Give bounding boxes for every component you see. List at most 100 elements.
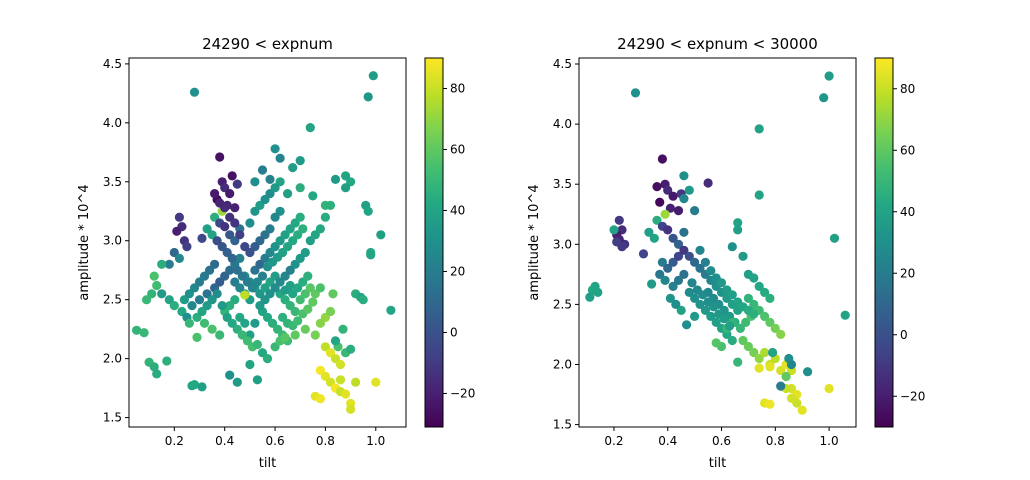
data-point [776,365,786,376]
chart-title: 24290 < expnum [202,35,333,53]
data-point [225,189,235,199]
colorbar [875,58,893,427]
data-point [695,299,705,309]
data-point [649,233,659,243]
y-tick-label: 1.5 [103,411,122,425]
data-point [706,266,716,276]
data-point [743,293,754,303]
data-point [189,87,200,97]
data-point [290,330,300,340]
data-point [368,71,378,81]
data-point [776,381,786,391]
data-point [341,183,351,193]
data-point [152,369,162,379]
data-point [719,314,729,324]
colorbar-frame [424,57,444,428]
y-tick-label: 2.5 [553,297,572,311]
data-point [194,295,205,305]
data-point [220,222,230,232]
data-point [679,245,689,255]
data-point [303,271,313,281]
data-point [210,259,220,269]
y-tick-label: 3.0 [103,234,122,248]
data-point [690,293,700,303]
data-point [376,230,386,240]
data-point [652,215,662,225]
data-point [335,359,346,370]
data-point [315,394,325,404]
data-point [679,269,689,279]
data-point [169,301,179,311]
data-point [252,339,262,350]
data-point [295,183,305,193]
colorbar-tick-label: −20 [900,389,925,403]
data-point [727,335,737,346]
data-point [232,377,242,387]
data-point [840,310,850,320]
data-point [700,305,711,315]
data-point [671,299,681,309]
data-point [792,398,802,408]
data-point [663,225,673,235]
data-point [152,280,162,291]
data-point [786,359,797,370]
y-axis-label: amplitude * 10^4 [77,184,92,300]
data-point [328,289,338,299]
x-axis-label: tilt [259,456,276,471]
colorbar-tick-label: 20 [900,266,915,280]
data-point [308,297,318,307]
data-point [754,190,764,200]
data-point [240,242,250,252]
data-point [182,242,192,252]
y-tick-label: 2.5 [103,293,122,307]
data-point [727,242,737,252]
data-point [235,253,245,263]
data-point [215,198,225,208]
data-point [652,182,662,192]
y-tick-label: 2.0 [103,352,122,366]
data-point [819,93,829,103]
data-point [315,224,325,234]
data-point [776,329,786,339]
data-point [638,249,649,259]
data-point [174,212,184,222]
plot-frame [578,57,857,428]
data-point [346,344,356,354]
data-point [172,226,182,236]
data-point [230,295,240,305]
data-point [132,325,142,335]
data-point [803,367,813,377]
data-point [157,259,167,269]
colorbar-tick-label: 80 [450,81,465,95]
data-point [386,305,396,315]
y-tick-label: 4.0 [553,117,572,131]
data-point [235,230,245,240]
data-point [330,336,341,346]
colorbar-tick-label: 40 [450,203,465,217]
data-point [700,257,711,267]
data-point [363,206,373,216]
data-point [673,206,684,216]
data-point [673,239,684,249]
data-point [300,324,310,334]
data-point [300,247,310,258]
data-point [690,206,700,216]
x-tick-label: 0.2 [165,434,184,448]
data-point [733,225,743,235]
data-point [230,203,240,213]
data-point [280,285,290,295]
y-tick-label: 4.0 [103,116,122,130]
data-point [330,174,341,184]
points-group [132,71,396,414]
data-point [363,92,373,102]
data-point [270,212,280,222]
data-point [308,191,318,201]
data-point [283,189,293,199]
data-point [668,233,678,243]
data-point [371,377,381,387]
data-point [765,362,775,372]
data-point [829,233,840,243]
data-point [257,165,268,175]
data-point [660,275,670,285]
